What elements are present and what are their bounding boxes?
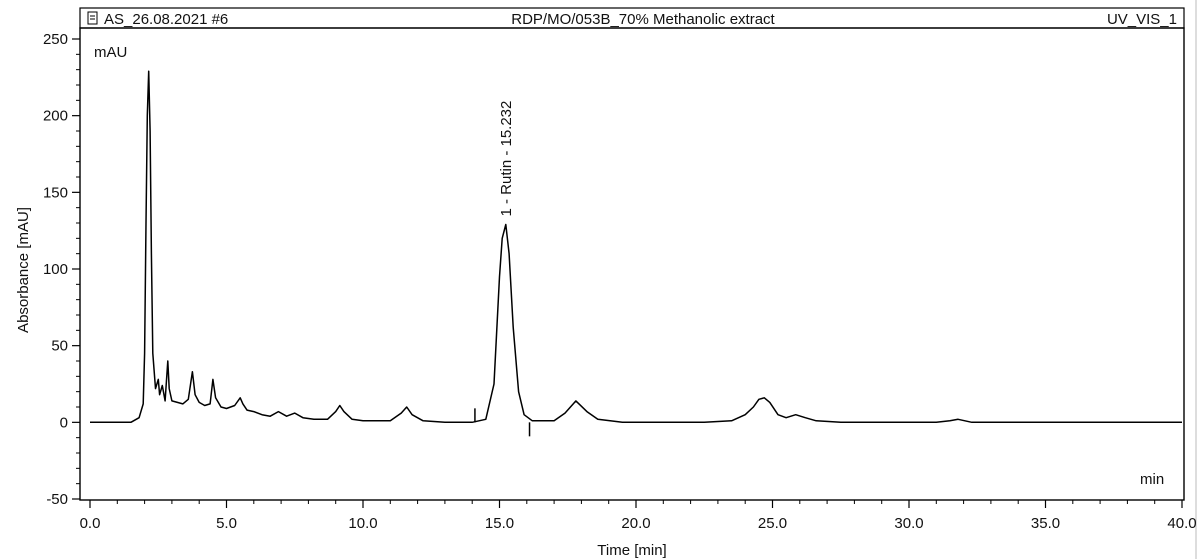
y-axis-ticks: -50 0 50 100 150 200 250 [43, 31, 80, 508]
y-tick-label: 100 [43, 261, 68, 278]
plot-frame [79, 27, 1185, 501]
x-tick-label: 10.0 [348, 515, 377, 532]
x-tick-label: 30.0 [894, 515, 923, 532]
header-center-label: RDP/MO/053B_70% Methanolic extract [511, 11, 775, 28]
y-axis-title: Absorbance [mAU] [15, 207, 32, 333]
document-icon [87, 11, 98, 25]
chromatogram-trace [90, 70, 1182, 424]
x-axis-title: Time [min] [597, 542, 666, 559]
peak-label: 1 - Rutin - 15.232 [498, 101, 515, 217]
y-tick-label: 250 [43, 31, 68, 48]
y-unit-label: mAU [94, 44, 127, 61]
y-tick-label: -50 [46, 491, 68, 508]
y-tick-label: 50 [51, 338, 68, 355]
x-tick-label: 0.0 [80, 515, 101, 532]
x-tick-label: 25.0 [758, 515, 787, 532]
header-left-label: AS_26.08.2021 #6 [104, 11, 228, 28]
peak-annotations: 1 - Rutin - 15.232 [498, 101, 515, 217]
integration-marks [474, 408, 531, 437]
x-unit-label: min [1140, 471, 1164, 488]
y-tick-label: 200 [43, 108, 68, 125]
x-tick-label: 20.0 [621, 515, 650, 532]
chart-header: AS_26.08.2021 #6 RDP/MO/053B_70% Methano… [79, 7, 1185, 29]
y-tick-label: 150 [43, 184, 68, 201]
header-right-label: UV_VIS_1 [1107, 11, 1177, 28]
x-axis-ticks: 0.0 5.0 10.0 15.0 20.0 25.0 30.0 35.0 40.0 [80, 500, 1197, 532]
x-tick-label: 40.0 [1167, 515, 1196, 532]
x-tick-label: 15.0 [485, 515, 514, 532]
x-tick-label: 35.0 [1031, 515, 1060, 532]
x-tick-label: 5.0 [216, 515, 237, 532]
y-tick-label: 0 [60, 414, 68, 431]
